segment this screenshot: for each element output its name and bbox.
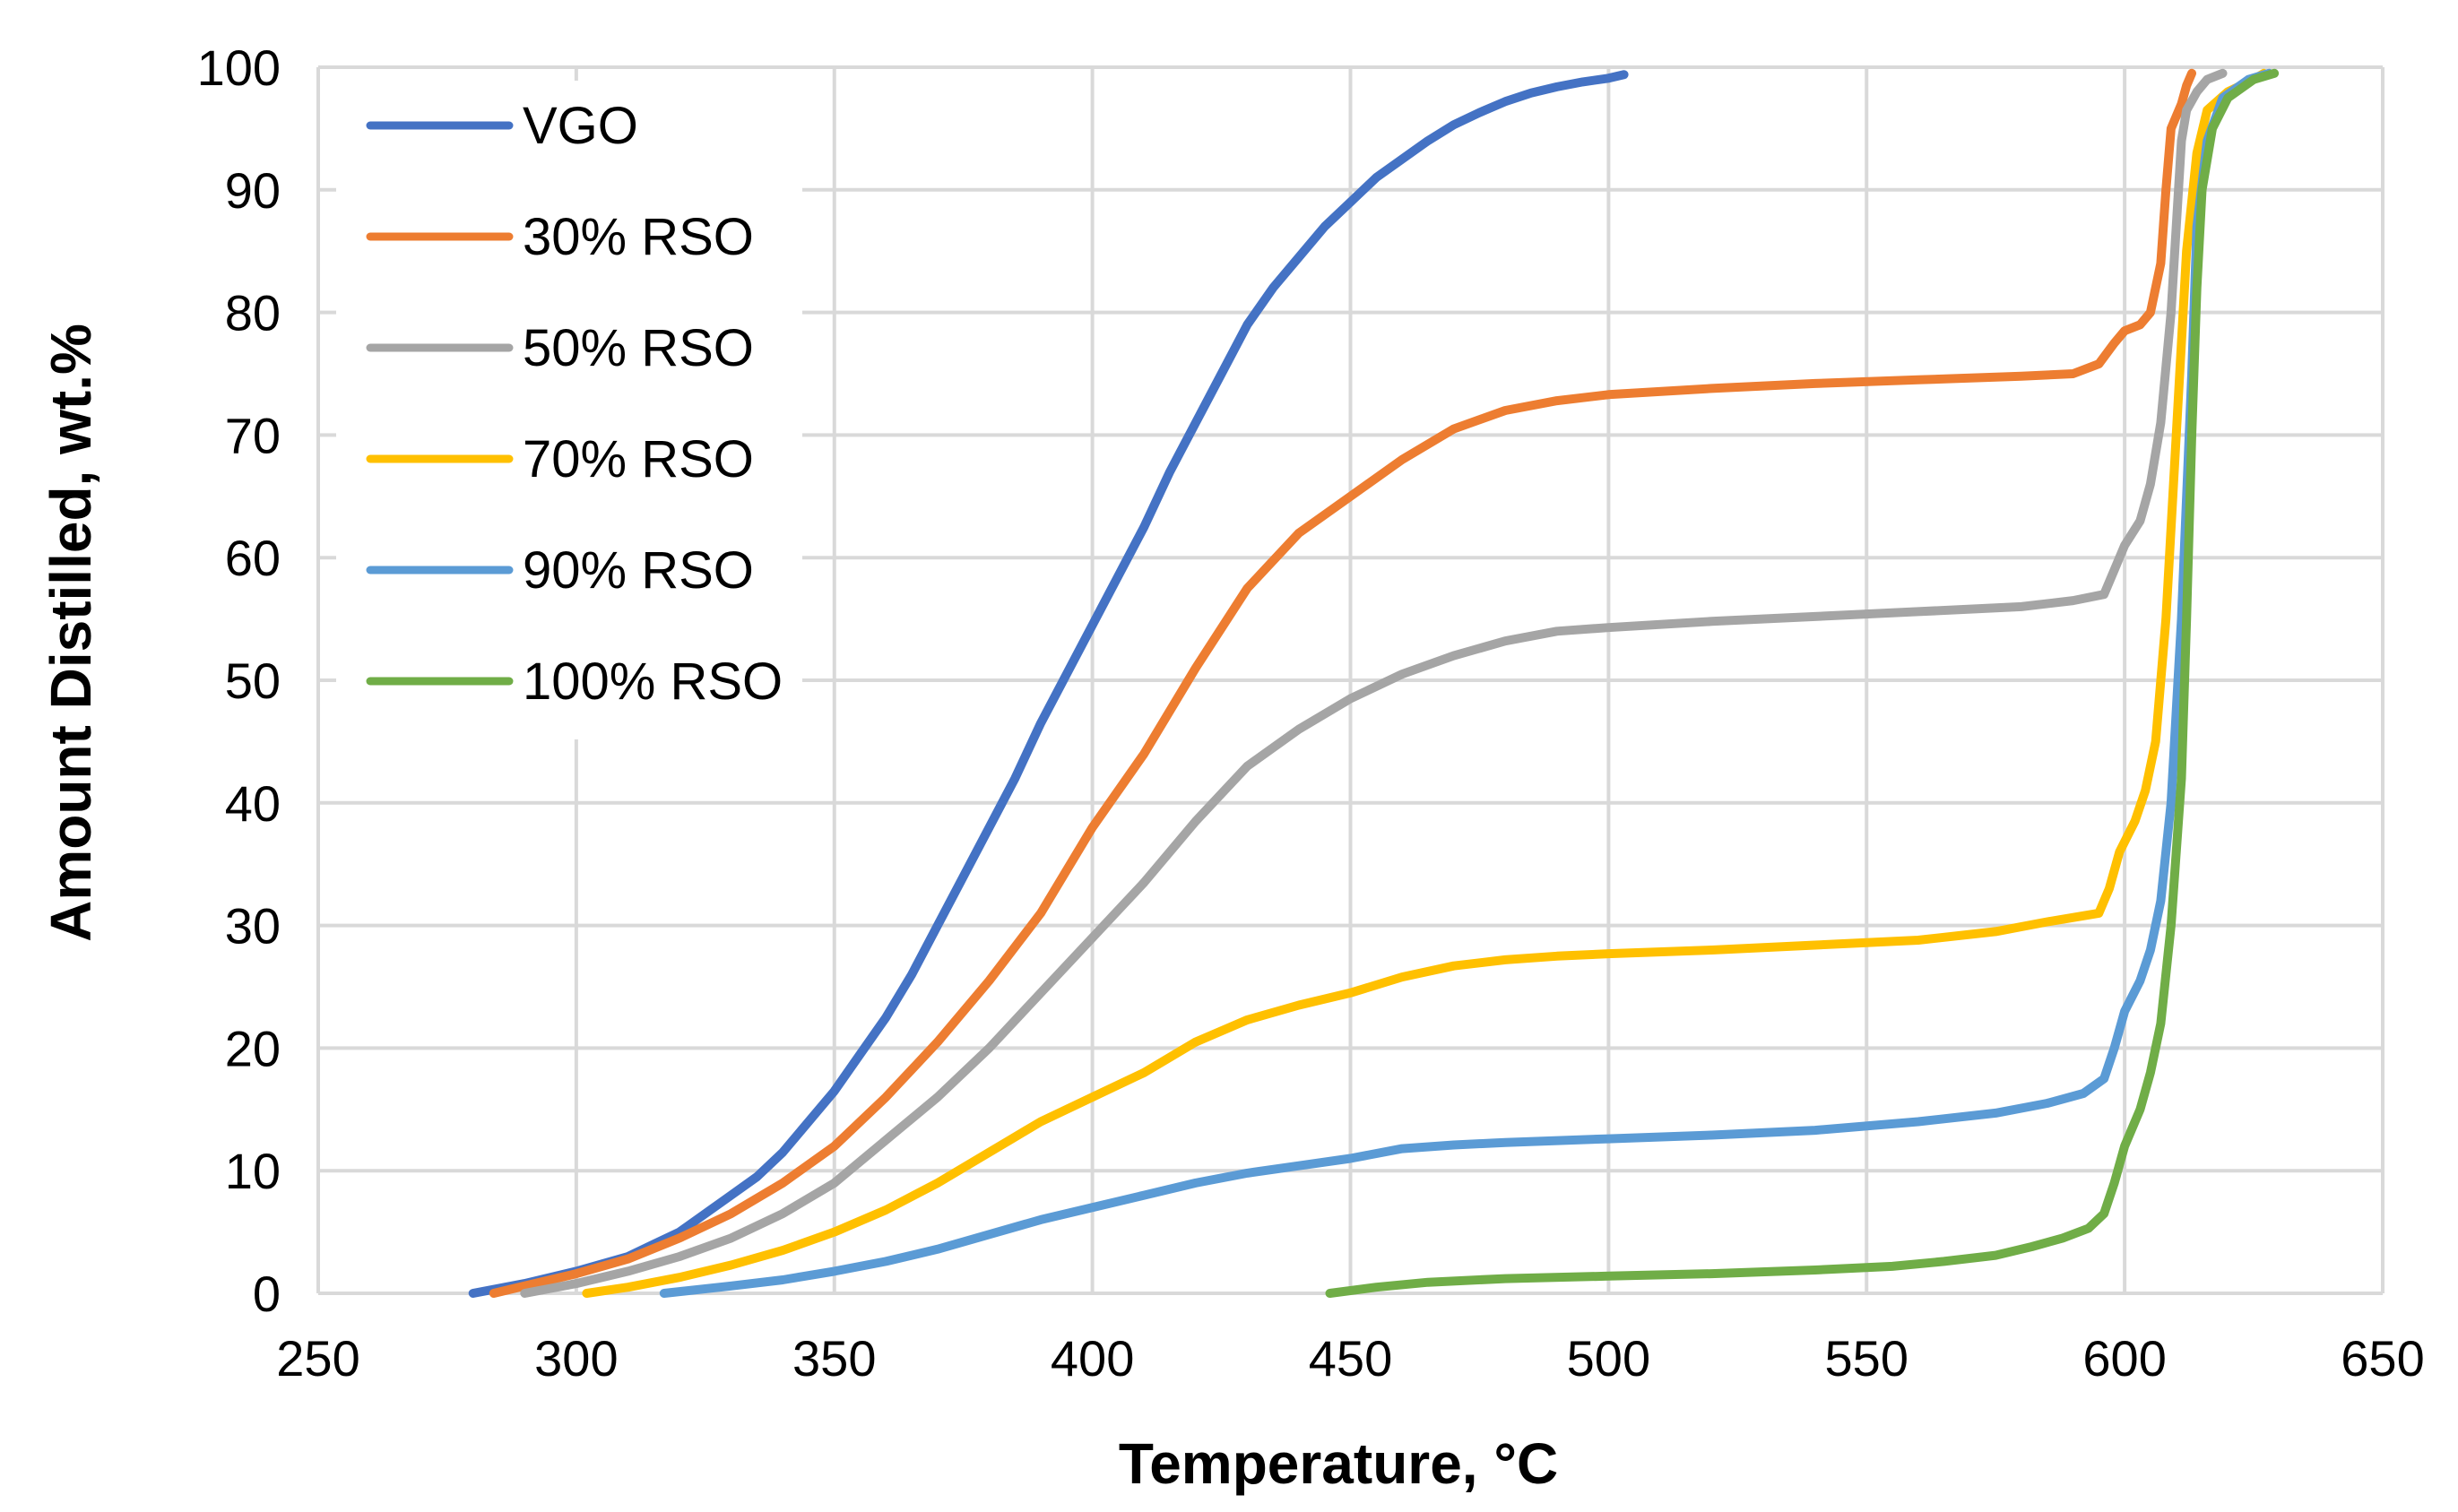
series-line [1325, 68, 2280, 1298]
x-axis-title: Temperature, °C [1119, 1431, 1558, 1496]
y-tick-label: 20 [225, 1020, 281, 1076]
y-tick-label: 80 [225, 285, 281, 341]
legend-label: 100% RSO [523, 652, 783, 711]
series-line [468, 70, 1629, 1298]
y-tick-label: 90 [225, 162, 281, 219]
y-tick-label: 10 [225, 1143, 281, 1199]
y-axis-title: Amount Distilled, wt.% [39, 324, 103, 942]
legend: VGO 30% RSO 50% RSO 70% RSO 90% RSO 100% RSO [336, 81, 802, 739]
series-line [520, 68, 2228, 1298]
legend-label: 90% RSO [523, 541, 754, 600]
x-tick-label: 300 [534, 1330, 618, 1387]
legend-label: 70% RSO [523, 430, 754, 488]
legend-label: 30% RSO [523, 208, 754, 266]
y-tick-label: 40 [225, 775, 281, 832]
x-tick-label: 250 [276, 1330, 359, 1387]
tick-labels: 0 10 20 30 40 50 60 70 80 90 100 250 300 350 400 450 500… [197, 39, 2425, 1387]
legend-label: VGO [523, 97, 638, 155]
legend-label: 50% RSO [523, 319, 754, 377]
y-tick-label: 100 [197, 39, 281, 96]
x-tick-label: 400 [1051, 1330, 1134, 1387]
series-line [582, 68, 2269, 1298]
x-tick-label: 550 [1825, 1330, 1908, 1387]
series-line [489, 68, 2196, 1298]
y-tick-label: 50 [225, 652, 281, 709]
y-tick-label: 60 [225, 530, 281, 586]
y-tick-label: 70 [225, 407, 281, 463]
series-line [659, 68, 2274, 1298]
y-tick-label: 0 [253, 1266, 281, 1322]
x-tick-label: 350 [792, 1330, 876, 1387]
legend-background [336, 81, 802, 739]
x-tick-label: 600 [2082, 1330, 2166, 1387]
data-series [468, 68, 2280, 1298]
x-tick-label: 450 [1309, 1330, 1392, 1387]
x-tick-label: 650 [2341, 1330, 2424, 1387]
x-tick-label: 500 [1567, 1330, 1650, 1387]
y-tick-label: 30 [225, 898, 281, 955]
